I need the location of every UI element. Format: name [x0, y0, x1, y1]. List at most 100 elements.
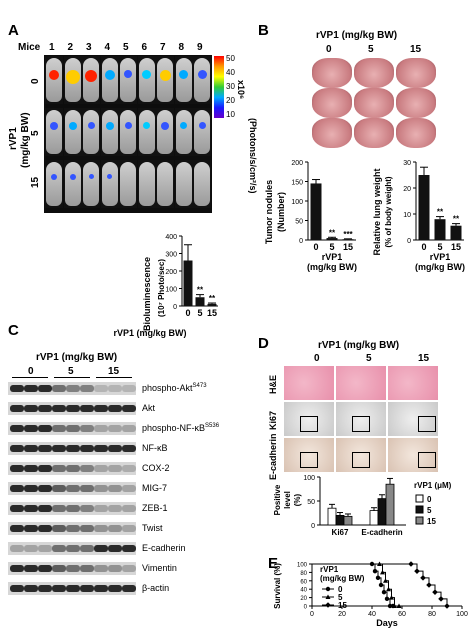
mouse-body [194, 162, 210, 206]
signal-spot [143, 122, 150, 129]
mouse-body [120, 110, 136, 154]
mouse-body [138, 110, 155, 154]
lane-group-line [12, 377, 48, 378]
blot-band [38, 385, 52, 392]
histology-image [388, 402, 438, 436]
panel-b-label: B [258, 22, 269, 39]
blot-strip [8, 462, 136, 475]
blot-band [108, 445, 122, 452]
bar [335, 515, 345, 526]
blot-band [122, 465, 136, 472]
bar [418, 175, 430, 240]
y-tick-label: 100 [165, 287, 177, 294]
marker [375, 575, 381, 581]
y-tick-label: 150 [291, 180, 303, 187]
blot-band [80, 465, 94, 472]
blot-label: MIG-7 [142, 483, 168, 493]
marker [408, 561, 414, 567]
blot-band [24, 465, 38, 472]
blot-band [24, 485, 38, 492]
significance-mark: ** [437, 208, 444, 217]
blot-band [66, 385, 80, 392]
signal-spot [50, 122, 58, 130]
blot-band [108, 545, 122, 552]
x-tick-label: 5 [437, 242, 442, 252]
legend-label: 15 [427, 517, 436, 526]
panel-a-ylabel-2: (mg/kg BW) [20, 112, 31, 168]
blot-band [38, 465, 52, 472]
blot-label: E-cadherin [142, 543, 186, 553]
chart-b1-ylabel-1: Tumor nodules [264, 180, 274, 244]
mouse-body [175, 110, 192, 154]
y-tick-label: 0 [407, 238, 411, 245]
blot-band [108, 565, 122, 572]
blot-label: NF-κB [142, 443, 168, 453]
lung-photo [354, 58, 394, 88]
blot-band [10, 465, 24, 472]
signal-spot [87, 122, 95, 129]
chart-e-survival: 0 20 40 60 80 100 0 20 40 60 80 100 Days Survival (%)… [273, 561, 468, 628]
x-tick-label: 80 [428, 611, 436, 618]
histology-image [388, 366, 438, 400]
marker [384, 596, 390, 602]
blot-band [122, 505, 136, 512]
dose-row-label: 5 [30, 130, 41, 136]
blot-band [10, 485, 24, 492]
blot-band [108, 505, 122, 512]
mouse-id: 1 [49, 42, 55, 53]
bar [327, 507, 337, 526]
blot-band [10, 445, 24, 452]
x-tick-label: 15 [343, 242, 353, 252]
marker [381, 589, 387, 595]
y-tick-label: 200 [165, 269, 177, 276]
blot-band [24, 505, 38, 512]
blot-strip [8, 502, 136, 515]
blot-band [122, 565, 136, 572]
blot-band [10, 405, 24, 412]
x-tick-label: 20 [338, 611, 346, 618]
panel-a-label: A [8, 22, 19, 39]
mouse-body [194, 58, 210, 102]
legend-swatch [415, 505, 424, 514]
mouse-body [83, 162, 99, 206]
lung-photo [354, 118, 394, 148]
signal-spot [179, 70, 188, 79]
blot-band [94, 525, 108, 532]
x-tick-label: 15 [451, 242, 461, 252]
bar [342, 239, 354, 240]
blot-band [66, 465, 80, 472]
x-tick-label: 0 [185, 308, 190, 318]
legend-swatch [415, 494, 424, 503]
blot-band [38, 485, 52, 492]
chart-b-lung-weight: 0 10 20 30 0 ** 5 ** 15 Relative lung weight (% of… [372, 160, 465, 272]
blot-band [94, 445, 108, 452]
blot-band [108, 525, 122, 532]
blot-band [122, 405, 136, 412]
blot-band [24, 405, 38, 412]
signal-spot [49, 70, 59, 80]
mouse-body [157, 162, 173, 206]
bar [450, 225, 462, 240]
blot-band [38, 525, 52, 532]
blot-band [10, 505, 24, 512]
blot-band [52, 565, 66, 572]
legend-label: 5 [427, 506, 432, 515]
signal-spot [161, 122, 169, 130]
marker [438, 596, 444, 602]
bar [377, 498, 387, 526]
signal-spot [142, 70, 151, 79]
blot-strip [8, 562, 136, 575]
blot-label: phospho-AktS473 [142, 383, 207, 393]
blot-label: Akt [142, 403, 156, 413]
dose-label: 0 [28, 366, 34, 377]
blot-label: β-actin [142, 583, 170, 593]
blot-band [66, 525, 80, 532]
y-tick-label: 10 [403, 212, 411, 219]
chart-b2-xlabel-1: rVP1 [430, 252, 451, 262]
dose-label: 0 [326, 44, 332, 55]
legend-label: 0 [427, 495, 432, 504]
y-tick-label: 200 [291, 160, 303, 167]
chart-d-ylabel-1: Positive [273, 484, 282, 515]
chart-b2-ylabel-2: (% of body weight) [384, 176, 393, 247]
zoom-inset [300, 416, 318, 432]
